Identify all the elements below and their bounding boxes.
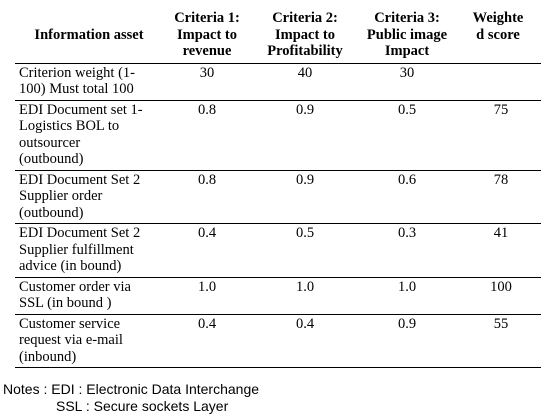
criteria-1-cell: 1.0 [163,277,251,315]
header-line: Criteria 3: [374,10,440,26]
header-line: Weighte [472,10,524,26]
asset-name-line: (outbound) [19,151,84,167]
criteria-1-cell: 0.4 [163,314,251,368]
header-line: Impact [384,43,430,59]
asset-name-line: EDI Document Set 2 [19,171,141,188]
asset-name-line: SSL (in bound ) [19,295,112,311]
criteria-1-cell: 30 [163,63,251,101]
asset-name-cell: EDI Document Set 2 Supplier fulfillment … [15,223,163,278]
header-line: Criteria 1: [174,10,240,26]
criteria-1-cell: 0.8 [163,100,251,171]
asset-name-cell: Criterion weight (1- 100) Must total 100 [15,63,163,101]
criteria-2-cell: 0.4 [251,314,359,368]
asset-name-line: 100) Must total 100 [19,81,134,97]
header-information-asset: Information asset [15,8,163,64]
asset-name-line: (inbound) [19,348,77,365]
weighted-score-cell: 75 [455,100,541,171]
table-body: Criterion weight (1- 100) Must total 100… [15,63,541,368]
weighted-score-cell: 55 [455,314,541,368]
header-line: Public image [366,26,448,43]
asset-name-line: Logistics BOL to [19,118,120,134]
criteria-2-cell: 1.0 [251,277,359,315]
asset-name-cell: EDI Document Set 2 Supplier order (outbo… [15,170,163,224]
header-line: Information asset [34,26,144,43]
header-line: Profitability [267,43,343,59]
header-criteria-2: Criteria 2: Impact to Profitability [251,8,359,64]
note-edi: Notes : EDI : Electronic Data Interchang… [3,381,260,397]
header-row: Information asset Criteria 1: Impact to … [15,8,541,64]
criteria-2-cell: 40 [251,63,359,101]
table-row: EDI Document Set 2 Supplier fulfillment … [15,223,541,278]
asset-name-cell: Customer service request via e-mail (inb… [15,314,163,368]
header-line: Impact to [176,26,237,43]
weighted-score-cell: 78 [455,170,541,224]
asset-name-line: (outbound) [19,204,84,221]
asset-name-line: request via e-mail [19,332,123,348]
asset-name-line: EDI Document Set 2 [19,225,141,241]
asset-name-line: Customer service [19,315,121,332]
weighted-score-cell: 100 [455,277,541,315]
criteria-3-cell: 0.3 [359,223,455,278]
asset-name-line: outsourcer [19,134,81,151]
asset-name-line: advice (in bound) [19,258,122,274]
header-line: revenue [182,43,232,59]
asset-name-line: Supplier order [19,188,103,204]
table-row: Customer service request via e-mail (inb… [15,314,541,368]
criteria-1-cell: 0.8 [163,170,251,224]
header-line: d score [476,26,520,43]
criteria-3-cell: 0.5 [359,100,455,171]
criteria-2-cell: 0.9 [251,100,359,171]
asset-name-line: Criterion weight (1- [19,64,135,81]
header-line: Impact to [274,26,335,43]
information-asset-table: Information asset Criteria 1: Impact to … [15,8,541,368]
table-header: Information asset Criteria 1: Impact to … [15,8,541,64]
table-row: Customer order via SSL (in bound ) 1.0 1… [15,277,541,315]
asset-name-line: Supplier fulfillment [19,241,134,258]
criteria-3-cell: 0.9 [359,314,455,368]
note-ssl: SSL : Secure sockets Layer [56,398,229,414]
criteria-2-cell: 0.5 [251,223,359,278]
criteria-3-cell: 30 [359,63,455,101]
asset-name-cell: Customer order via SSL (in bound ) [15,277,163,315]
asset-name-line: Customer order via [19,278,131,295]
table-row: EDI Document set 1- Logistics BOL to out… [15,100,541,171]
header-line: Criteria 2: [272,10,338,26]
header-criteria-1: Criteria 1: Impact to revenue [163,8,251,64]
asset-name-cell: EDI Document set 1- Logistics BOL to out… [15,100,163,171]
asset-name-line: EDI Document set 1- [19,101,143,118]
criteria-2-cell: 0.9 [251,170,359,224]
header-criteria-3: Criteria 3: Public image Impact [359,8,455,64]
header-weighted-score: Weighte d score [455,8,541,64]
table-row: Criterion weight (1- 100) Must total 100… [15,63,541,101]
criteria-1-cell: 0.4 [163,223,251,278]
weighted-score-cell [455,63,541,101]
notes-section: Notes : EDI : Electronic Data Interchang… [3,381,259,415]
weighted-score-cell: 41 [455,223,541,278]
table-row: EDI Document Set 2 Supplier order (outbo… [15,170,541,224]
criteria-3-cell: 1.0 [359,277,455,315]
criteria-3-cell: 0.6 [359,170,455,224]
